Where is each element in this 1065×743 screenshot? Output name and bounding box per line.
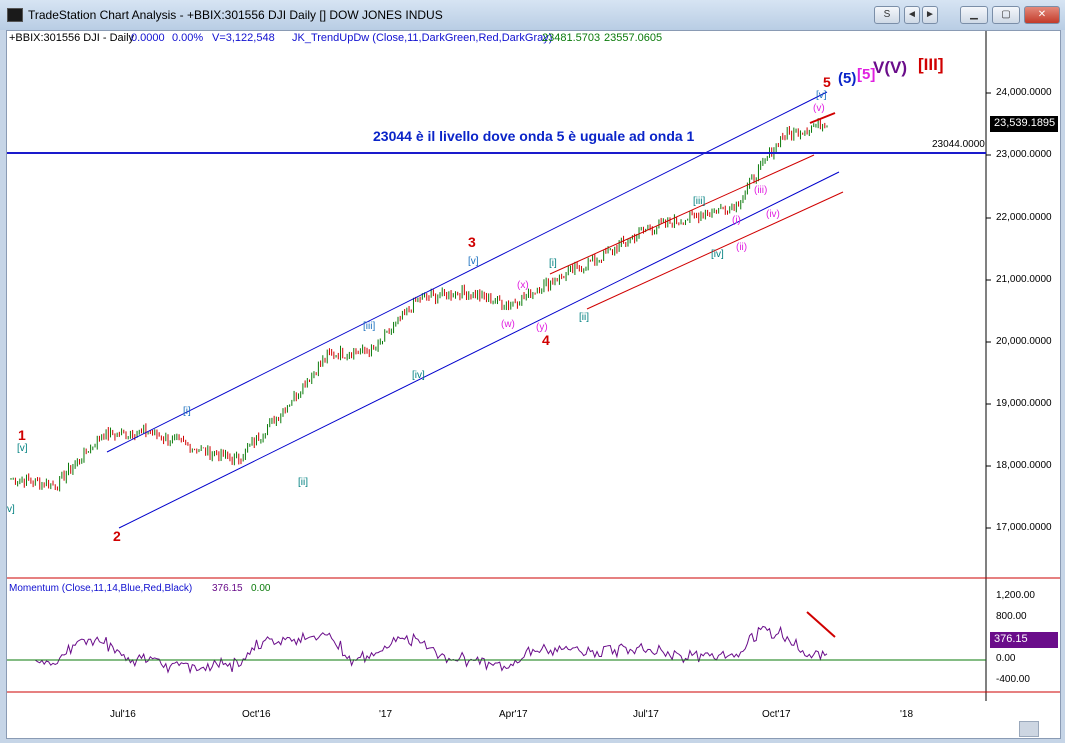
time-tick: '18 [900, 709, 914, 720]
wave-top-5-bracket: [5] [857, 66, 876, 83]
wave-5-label: 5 [823, 74, 831, 90]
wave-top-V: V(V) [873, 58, 907, 77]
title-bar: TradeStation Chart Analysis - +BBIX:3015… [0, 0, 1065, 30]
momentum-value: 376.15 [212, 583, 243, 594]
maximize-button[interactable]: ▢ [992, 6, 1020, 24]
time-tick: Apr'17 [499, 709, 528, 720]
change-pct: 0.00% [172, 32, 204, 44]
wave-top-5-paren: (5) [838, 70, 857, 87]
wave-v3-label: [v] [816, 90, 827, 101]
wave5-annotation: 23044 è il livello dove onda 5 è uguale … [373, 128, 695, 144]
close-icon: ✕ [1037, 9, 1047, 20]
time-tick: '17 [379, 709, 393, 720]
wave-iv3-label: (iv) [766, 209, 780, 220]
last-price-box [990, 116, 1058, 132]
minimize-button[interactable]: ▁ [960, 6, 988, 24]
price-tick: 19,000.0000 [996, 398, 1052, 409]
scroll-right-icon: ► [925, 9, 935, 20]
scroll-left-icon: ◄ [907, 9, 917, 20]
momentum-tick: -400.00 [996, 674, 1030, 685]
wave-4-label: 4 [542, 332, 550, 348]
wave-w-label: (w) [501, 319, 515, 330]
channel-upper-red [549, 154, 815, 275]
top-mark [809, 112, 836, 124]
wave-i2-label: [i] [549, 258, 557, 269]
momentum-current: 376.15 [994, 633, 1028, 645]
price-tick: 22,000.0000 [996, 212, 1052, 223]
channel-lower-red [586, 191, 844, 310]
wave-iii2-label: [iii] [693, 196, 706, 207]
wave-3-label: 3 [468, 234, 476, 250]
study-value-1: 23481.5703 [542, 32, 601, 44]
price-tick: 23,000.0000 [996, 149, 1052, 160]
wave-v-label: [v] [17, 443, 28, 454]
price-tick: 24,000.0000 [996, 87, 1052, 98]
symbol-link-label: S [883, 9, 891, 20]
wave-iii3-label: (iii) [754, 185, 768, 196]
app-icon [7, 8, 23, 22]
wave-ii3-label: (ii) [736, 242, 748, 253]
momentum-line [35, 625, 828, 675]
wave-2-label: 2 [113, 528, 121, 544]
wave-v4-label: (v) [813, 103, 825, 114]
minimize-icon: ▁ [970, 9, 978, 20]
time-tick: Jul'17 [633, 709, 659, 720]
channel-lower-blue [118, 171, 840, 529]
volume-label: V=3,122,548 [212, 32, 275, 44]
price-tick: 20,000.0000 [996, 336, 1052, 347]
study-value-2: 23557.0605 [604, 32, 663, 44]
price-ticks [986, 92, 991, 529]
price-tick: 21,000.0000 [996, 274, 1052, 285]
wave-1-label: 1 [18, 427, 26, 443]
wave-y-label: (y) [536, 322, 548, 333]
momentum-label: Momentum (Close,11,14,Blue,Red,Black) [9, 583, 193, 594]
wave-i3-label: (i) [732, 215, 741, 226]
price-pane [7, 31, 986, 578]
price-tick: 17,000.0000 [996, 522, 1052, 533]
time-tick: Oct'16 [242, 709, 271, 720]
scroll-right-button[interactable]: ► [922, 6, 938, 24]
momentum-tick: 1,200.00 [996, 590, 1035, 601]
close-button[interactable]: ✕ [1024, 6, 1060, 24]
scroll-left-button[interactable]: ◄ [904, 6, 920, 24]
momentum-tick: 0.00 [996, 653, 1016, 664]
wave-x-label: (x) [517, 280, 529, 291]
momentum-tick: 800.00 [996, 611, 1027, 622]
maximize-icon: ▢ [1001, 9, 1011, 20]
wave-iii-label: [iii] [363, 321, 376, 332]
wave-iv-label: [iv] [412, 370, 425, 381]
momentum-zero-value: 0.00 [251, 583, 271, 594]
symbol-link-button[interactable]: S [874, 6, 900, 24]
momentum-value-box [990, 632, 1058, 648]
resize-grip[interactable] [1019, 721, 1039, 737]
time-tick: Jul'16 [110, 709, 136, 720]
chart-svg [7, 31, 1060, 701]
symbol-label: +BBIX:301556 DJI - Daily [9, 32, 135, 44]
window-title: TradeStation Chart Analysis - +BBIX:3015… [28, 8, 443, 22]
wave-v-edge-label: v] [7, 504, 15, 515]
wave-ii-label: [ii] [298, 477, 308, 488]
wave-i-label: [i] [183, 406, 191, 417]
last-price-label: 23,539.1895 [994, 117, 1056, 129]
level-label: 23044.0000 [932, 139, 985, 150]
momentum-divergence-mark [806, 611, 836, 638]
momentum-plot [35, 625, 828, 675]
price-tick: 18,000.0000 [996, 460, 1052, 471]
wave-iv2-label: [iv] [711, 249, 724, 260]
wave-ii2-label: [ii] [579, 312, 589, 323]
study-label: JK_TrendUpDw (Close,11,DarkGreen,Red,Dar… [292, 32, 553, 44]
chart-area[interactable]: +BBIX:301556 DJI - Daily 0.0000 0.00% V=… [6, 30, 1061, 739]
time-tick: Oct'17 [762, 709, 791, 720]
wave-top-III: [III] [918, 55, 944, 74]
change-value: 0.0000 [131, 32, 165, 44]
wave-v2-label: [v] [468, 256, 479, 267]
price-bars [10, 118, 828, 492]
